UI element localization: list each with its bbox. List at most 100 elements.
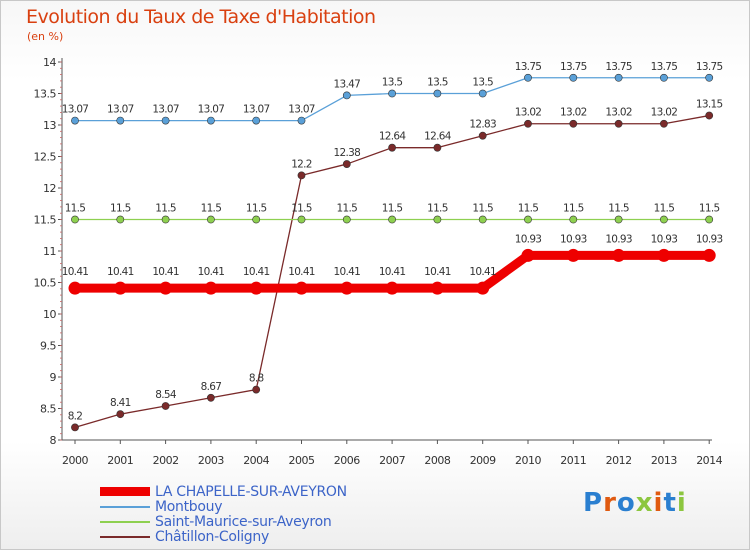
data-point [116, 116, 125, 125]
x-tick-label: 2008 [424, 454, 450, 467]
legend-label: Saint-Maurice-sur-Aveyron [155, 514, 332, 530]
data-point [116, 410, 125, 419]
data-point [204, 281, 218, 295]
data-label: 12.64 [424, 131, 452, 143]
data-label: 11.5 [382, 203, 403, 215]
y-tick-label: 10.5 [34, 277, 57, 290]
data-point [614, 73, 623, 82]
data-label: 10.41 [469, 266, 496, 278]
data-label: 11.5 [608, 203, 629, 215]
x-tick-label: 2006 [334, 454, 360, 467]
legend-swatch [100, 521, 150, 523]
y-tick-label: 8 [50, 434, 57, 447]
data-point [705, 73, 714, 82]
data-label: 13.07 [198, 104, 225, 116]
data-label: 10.41 [62, 266, 89, 278]
x-tick-label: 2010 [515, 454, 541, 467]
data-point [478, 89, 487, 98]
data-point [388, 89, 396, 98]
data-point [159, 281, 173, 295]
data-label: 11.5 [65, 203, 86, 215]
data-point [524, 215, 532, 224]
data-label: 11.5 [201, 203, 222, 215]
data-label: 10.93 [515, 233, 542, 245]
data-label: 8.8 [249, 373, 264, 385]
data-label: 12.64 [379, 131, 407, 143]
data-point [161, 116, 170, 125]
data-label: 8.67 [201, 381, 222, 393]
data-point [660, 215, 668, 224]
data-label: 11.5 [246, 203, 267, 215]
data-label: 13.5 [427, 77, 448, 89]
y-tick-label: 10 [43, 308, 56, 321]
data-label: 13.07 [107, 104, 134, 116]
x-tick-label: 2002 [153, 454, 179, 467]
data-point [657, 248, 671, 262]
data-label: 13.75 [651, 61, 678, 73]
data-point [521, 248, 535, 262]
data-point [161, 215, 170, 224]
data-label: 11.5 [427, 203, 448, 215]
data-point [660, 73, 668, 82]
data-point [297, 116, 306, 125]
data-label: 11.5 [291, 203, 312, 215]
data-point [433, 143, 442, 152]
data-label: 13.15 [696, 99, 723, 111]
data-point [252, 116, 261, 125]
legend-swatch [100, 487, 150, 496]
data-point [206, 116, 215, 125]
data-label: 13.75 [560, 61, 587, 73]
y-tick-label: 12.5 [34, 151, 57, 164]
chart-subtitle: (en %) [27, 30, 64, 43]
data-label: 11.5 [337, 203, 358, 215]
y-tick-label: 11 [43, 245, 56, 258]
x-tick-label: 2001 [107, 454, 133, 467]
data-label: 11.5 [110, 203, 131, 215]
data-label: 11.5 [472, 203, 493, 215]
data-label: 10.93 [560, 233, 587, 245]
data-point [388, 143, 396, 152]
data-point [385, 281, 399, 295]
data-label: 13.5 [472, 77, 493, 89]
data-point [249, 281, 263, 295]
x-tick-label: 2013 [651, 454, 677, 467]
data-point [71, 215, 79, 224]
data-point [113, 281, 127, 295]
data-label: 8.54 [155, 389, 177, 401]
data-point [612, 248, 626, 262]
data-label: 11.5 [699, 203, 720, 215]
data-point [433, 89, 442, 98]
data-point [71, 116, 79, 125]
data-point [433, 215, 442, 224]
data-label: 10.41 [379, 266, 406, 278]
data-label: 12.83 [469, 119, 496, 131]
data-label: 8.2 [68, 410, 83, 422]
data-point [68, 281, 82, 295]
data-label: 13.02 [651, 107, 678, 119]
data-point [252, 385, 261, 394]
data-label: 13.5 [382, 77, 403, 89]
data-point [295, 281, 308, 295]
y-tick-label: 14 [43, 56, 56, 69]
legend-label: Montbouy [155, 499, 223, 515]
data-point [342, 91, 351, 100]
data-label: 13.02 [560, 107, 587, 119]
y-tick-label: 11.5 [34, 214, 57, 227]
data-label: 10.41 [243, 266, 270, 278]
data-label: 12.2 [291, 158, 312, 170]
data-point [252, 215, 261, 224]
data-label: 11.5 [563, 203, 584, 215]
data-label: 11.5 [654, 203, 675, 215]
data-point [478, 131, 487, 140]
data-label: 13.07 [62, 104, 89, 116]
data-point [297, 171, 306, 180]
y-tick-label: 9 [50, 371, 57, 384]
data-point [660, 119, 668, 128]
data-point [569, 215, 578, 224]
data-label: 10.41 [288, 266, 315, 278]
data-label: 13.75 [696, 61, 723, 73]
data-point [342, 215, 351, 224]
data-point [569, 119, 578, 128]
